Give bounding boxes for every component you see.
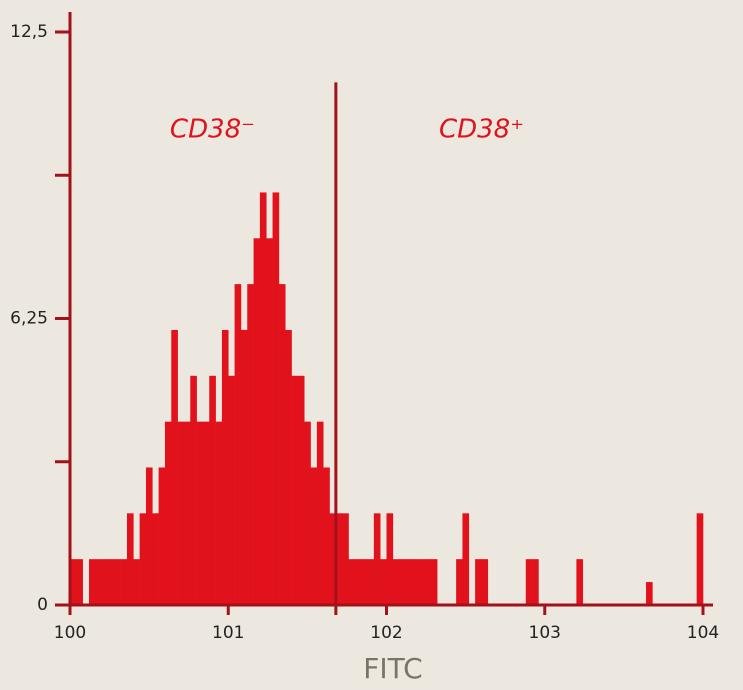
bar [361,559,368,605]
bar [183,421,191,605]
bar [253,238,261,605]
bar [696,513,704,605]
bar [107,559,115,605]
bar [354,559,362,605]
bar [259,192,267,605]
bar [120,559,128,605]
x-tick-label: 102 [370,623,402,643]
bar [278,284,286,605]
bar [475,559,482,605]
bar [411,559,419,605]
bar [177,421,185,605]
bar [323,467,330,605]
bar [373,513,381,605]
bar [145,467,153,605]
annotation: CD38⁻ [170,115,255,145]
bar [133,559,140,605]
bar [576,559,584,605]
y-tick-label: 0 [37,595,48,615]
bar [380,559,387,605]
bar [126,513,134,605]
bar [221,329,229,605]
bar [481,559,489,605]
bar [152,513,159,605]
bar [272,192,280,605]
bar [76,559,83,605]
bar [101,559,109,605]
bar [424,559,432,605]
x-tick-label: 100 [54,623,86,643]
bar [310,467,318,605]
bar [329,513,337,605]
bar [386,513,394,605]
bar [247,284,254,605]
bar [418,559,425,605]
x-tick-label: 103 [529,623,561,643]
bar [158,467,166,605]
bar [171,329,178,605]
bar [202,421,210,605]
bar [342,513,349,605]
y-tick-label: 12,5 [10,22,48,42]
bar [532,559,539,605]
bar [196,421,204,605]
bar [291,375,299,605]
bar [285,329,292,605]
bar [335,513,343,605]
bar [316,421,324,605]
bar [297,375,305,605]
bar [348,559,356,605]
bar [88,559,96,605]
bar [304,421,311,605]
bar [190,375,197,605]
bar [462,513,470,605]
annotation: CD38⁺ [439,115,524,145]
bar [240,329,248,605]
bar [164,421,172,605]
bar [367,559,375,605]
bar [405,559,413,605]
bar [234,284,242,605]
bar [228,375,235,605]
x-tick-label: 101 [212,623,244,643]
bar [646,582,653,605]
bar [430,559,438,605]
bar [392,559,400,605]
bar [114,559,121,605]
bar [525,559,533,605]
bar [399,559,406,605]
bar [456,559,463,605]
bar [139,513,147,605]
bar [215,421,223,605]
bar [209,375,216,605]
bar [70,559,77,605]
x-axis-label: FITC [363,652,422,685]
bar [266,238,273,605]
bar [95,559,102,605]
x-tick-label: 104 [687,623,719,643]
y-tick-label: 6,25 [10,309,48,329]
